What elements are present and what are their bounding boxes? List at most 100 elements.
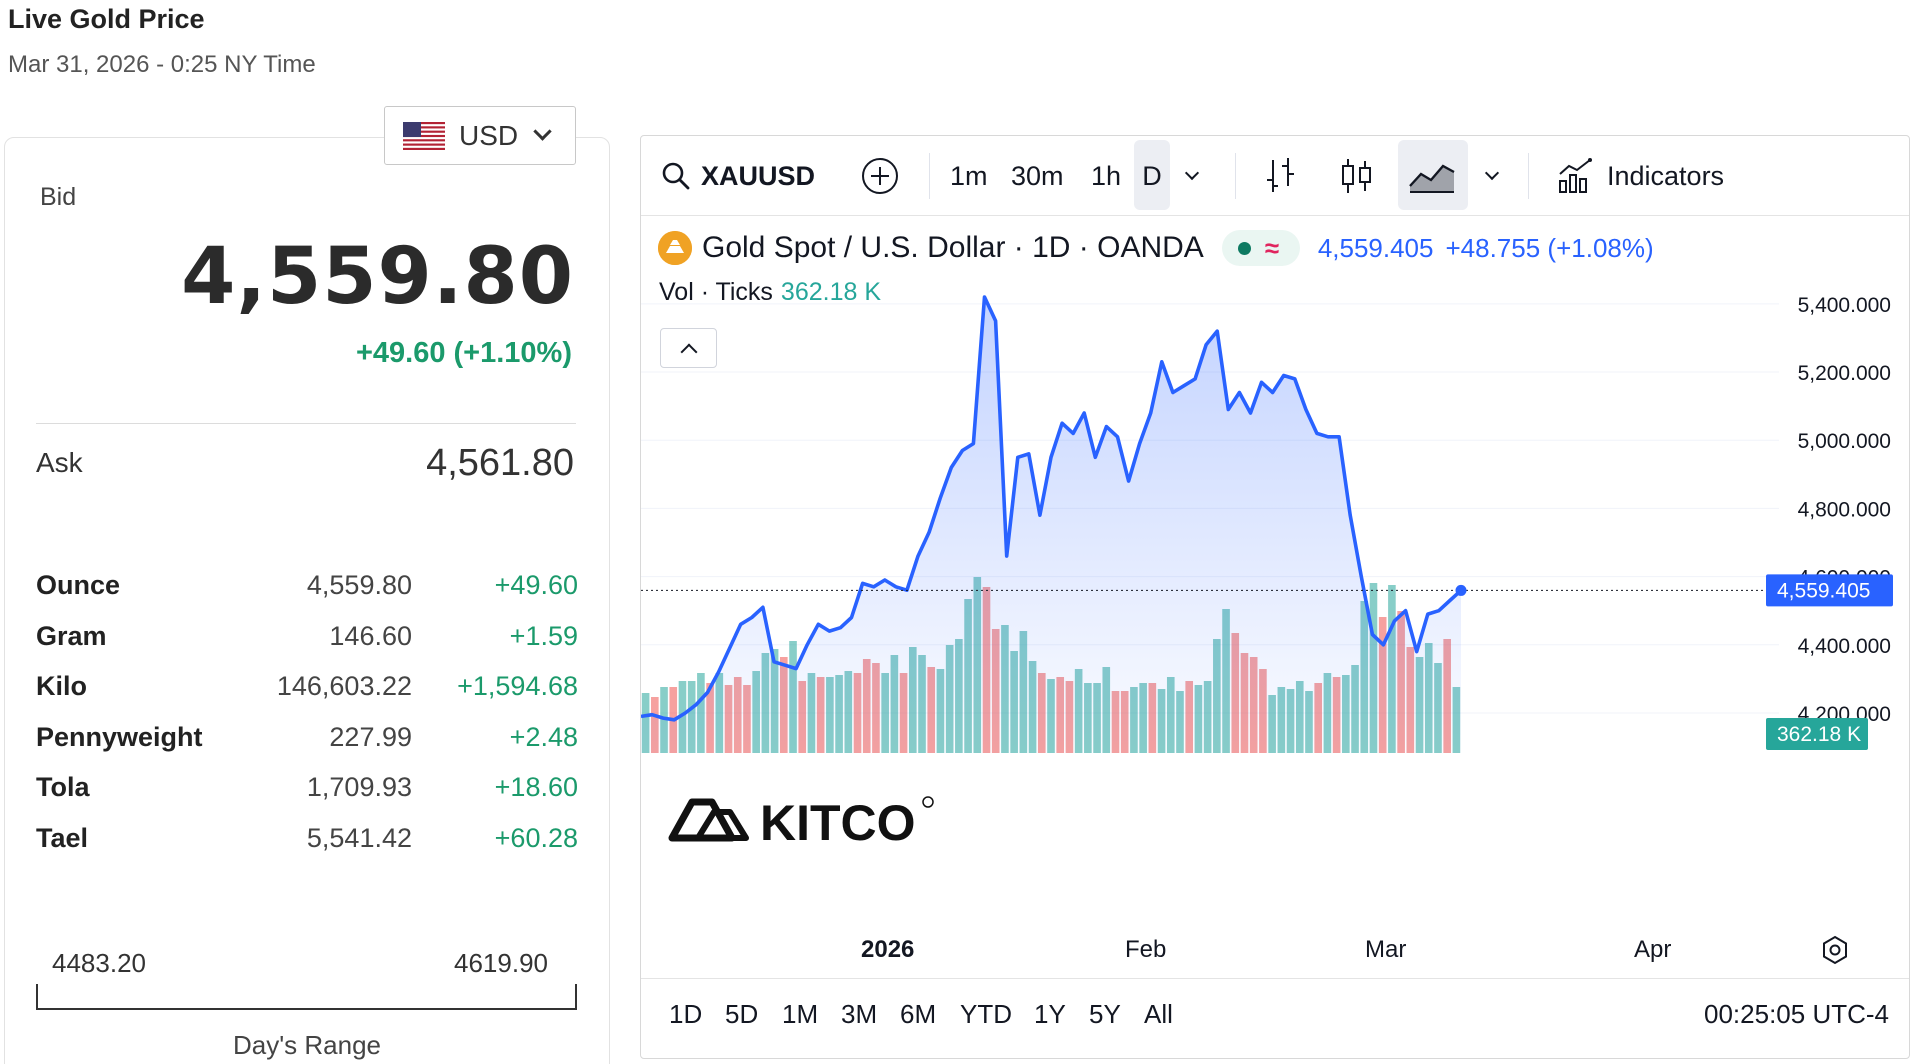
range-3m[interactable]: 3M xyxy=(841,999,878,1029)
market-status-badge[interactable]: ≈ xyxy=(1221,230,1300,266)
chart-settings-button[interactable] xyxy=(1819,934,1851,971)
unit-row-pennyweight: Pennyweight 227.99 +2.48 xyxy=(36,722,578,762)
price-line xyxy=(641,295,1463,722)
toolbar-divider xyxy=(1528,153,1529,199)
unit-price: 227.99 xyxy=(329,722,412,752)
day-range-bar xyxy=(36,984,577,1010)
range-1m[interactable]: 1M xyxy=(782,999,819,1029)
indicators-icon xyxy=(1559,158,1592,193)
price-tick-label: 5,000.000 xyxy=(1798,430,1891,453)
time-axis-label: Apr xyxy=(1634,936,1672,963)
unit-change: +60.28 xyxy=(494,823,578,853)
unit-name: Tael xyxy=(36,823,89,853)
unit-row-gram: Gram 146.60 +1.59 xyxy=(36,621,578,661)
toolbar-divider xyxy=(1235,153,1236,199)
volume-value: 362.18 K xyxy=(780,278,882,306)
chevron-down-icon xyxy=(1184,165,1200,181)
unit-row-kilo: Kilo 146,603.22 +1,594.68 xyxy=(36,671,578,711)
ask-label: Ask xyxy=(36,447,83,478)
unit-name: Pennyweight xyxy=(36,722,203,752)
unit-price: 146.60 xyxy=(329,621,412,651)
time-axis: 2026 Feb Mar Apr xyxy=(641,930,1909,970)
time-axis-label: Mar xyxy=(1365,936,1407,963)
range-1d[interactable]: 1D xyxy=(669,999,703,1029)
interval-d[interactable]: D xyxy=(1142,160,1162,191)
toolbar-divider xyxy=(929,153,930,199)
volume-label: Vol · Ticks xyxy=(659,278,773,306)
collapse-legend-button[interactable] xyxy=(660,328,717,368)
unit-name: Kilo xyxy=(36,671,87,701)
chart-legend: Gold Spot / U.S. Dollar · 1D · OANDA ≈ 4… xyxy=(658,228,1654,268)
indicators-label: Indicators xyxy=(1607,160,1725,191)
interval-30m[interactable]: 30m xyxy=(1011,160,1064,191)
unit-change: +2.48 xyxy=(509,722,578,752)
day-range-high: 4619.90 xyxy=(454,948,548,978)
last-price-tag-text: 4,559.405 xyxy=(1777,579,1870,602)
unit-name: Tola xyxy=(36,772,90,802)
time-axis-label: 2026 xyxy=(861,936,915,963)
unit-change: +1,594.68 xyxy=(457,671,578,701)
range-5y[interactable]: 5Y xyxy=(1089,999,1121,1029)
unit-change: +1.59 xyxy=(509,621,578,651)
active-style-highlight xyxy=(1398,140,1468,210)
area-chart-icon xyxy=(1409,164,1455,193)
last-price-tag: 4,559.405 xyxy=(1766,574,1893,607)
range-selector-bar: 1D 5D 1M 3M 6M YTD 1Y 5Y All 00:25:05 UT… xyxy=(641,978,1909,1058)
interval-1m[interactable]: 1m xyxy=(950,160,988,191)
day-range-label: Day's Range xyxy=(232,1030,382,1060)
price-tick-label: 4,800.000 xyxy=(1798,498,1891,521)
us-flag-icon xyxy=(403,121,445,150)
candlestick-icon xyxy=(1342,159,1371,193)
unit-row-ounce: Ounce 4,559.80 +49.60 xyxy=(36,570,578,610)
price-tick-label: 5,200.000 xyxy=(1798,362,1891,385)
range-all[interactable]: All xyxy=(1144,999,1173,1029)
bid-price: 4,559.80 xyxy=(181,232,574,322)
ohlc-bars-icon xyxy=(1267,158,1294,192)
volume-legend: Vol · Ticks 362.18 K xyxy=(659,278,881,307)
price-panel xyxy=(4,137,610,1064)
candles-style-button[interactable] xyxy=(1339,136,1375,216)
kitco-logo: KITCO xyxy=(668,790,938,851)
chevron-down-icon xyxy=(1484,165,1500,181)
interval-1h[interactable]: 1h xyxy=(1091,160,1122,191)
currency-select[interactable]: USD xyxy=(384,106,576,165)
gold-coin-icon xyxy=(658,231,692,265)
unit-change: +18.60 xyxy=(494,772,578,802)
bars-style-button[interactable] xyxy=(1263,136,1299,216)
ask-price: 4,561.80 xyxy=(426,442,574,484)
unit-price: 1,709.93 xyxy=(306,772,412,802)
range-6m[interactable]: 6M xyxy=(900,999,937,1029)
compare-symbol-button[interactable] xyxy=(860,136,900,216)
bid-change: +49.60 (+1.10%) xyxy=(355,337,572,369)
price-chart[interactable]: 5,400.0005,200.0005,000.0004,800.0004,60… xyxy=(641,280,1909,932)
price-axis: 5,400.0005,200.0005,000.0004,800.0004,60… xyxy=(1798,294,1891,726)
price-area-fill xyxy=(641,297,1461,753)
range-5d[interactable]: 5D xyxy=(725,999,759,1029)
range-1y[interactable]: 1Y xyxy=(1034,999,1066,1029)
interval-dropdown[interactable] xyxy=(1184,136,1200,216)
unit-name: Gram xyxy=(36,621,107,651)
range-ytd[interactable]: YTD xyxy=(960,999,1012,1029)
unit-name: Ounce xyxy=(36,570,121,600)
area-style-button[interactable] xyxy=(1407,136,1457,216)
page-title: Live Gold Price xyxy=(8,4,205,34)
chart-title[interactable]: Gold Spot / U.S. Dollar · 1D · OANDA xyxy=(702,231,1204,264)
legend-price: 4,559.405 xyxy=(1317,232,1434,263)
add-circle-icon xyxy=(862,158,898,194)
indicators-button[interactable]: Indicators xyxy=(1557,136,1724,216)
time-axis-label: Feb xyxy=(1125,936,1167,963)
volume-tag: 362.18 K xyxy=(1766,718,1868,750)
symbol-search[interactable]: XAUUSD xyxy=(661,136,815,216)
currency-label: USD xyxy=(459,119,519,151)
unit-row-tael: Tael 5,541.42 +60.28 xyxy=(36,823,578,863)
page-subtitle: Mar 31, 2026 - 0:25 NY Time xyxy=(8,51,316,78)
unit-row-tola: Tola 1,709.93 +18.60 xyxy=(36,772,578,812)
unit-price: 4,559.80 xyxy=(306,570,412,600)
divider xyxy=(36,423,576,424)
price-tick-label: 5,400.000 xyxy=(1798,294,1891,317)
chart-style-dropdown[interactable] xyxy=(1484,136,1500,216)
legend-change: +48.755 (+1.08%) xyxy=(1445,232,1654,263)
active-interval-highlight xyxy=(1134,140,1170,210)
chevron-down-icon xyxy=(533,122,552,141)
unit-price: 5,541.42 xyxy=(306,823,412,853)
